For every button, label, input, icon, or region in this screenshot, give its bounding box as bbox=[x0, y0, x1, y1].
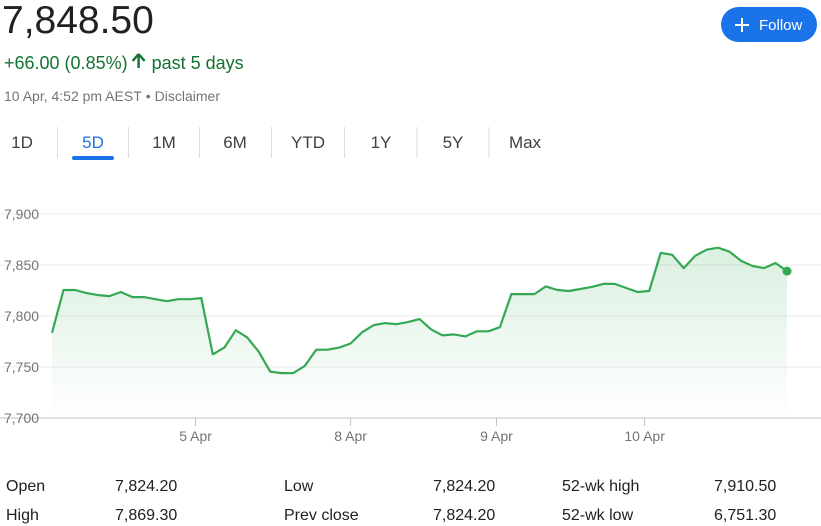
y-tick-label: 7,800 bbox=[4, 308, 39, 324]
change: +66.00 (0.85%) bbox=[4, 53, 128, 73]
x-tick-label: 5 Apr bbox=[179, 428, 212, 444]
tab[interactable]: 5D bbox=[82, 133, 104, 152]
range-tabs: 1D 5D 1M 6M YTD 1Y 5Y Max bbox=[11, 127, 542, 160]
last-point bbox=[782, 266, 792, 276]
y-tick-label: 7,900 bbox=[4, 206, 39, 222]
follow-button-bg bbox=[721, 7, 817, 42]
x-tick-label: 9 Apr bbox=[480, 428, 513, 444]
tab[interactable]: YTD bbox=[291, 133, 325, 152]
stat-label: Prev close bbox=[284, 507, 359, 524]
timestamp: 10 Apr, 4:52 pm AEST bbox=[4, 88, 142, 104]
stat-value: 7,910.50 bbox=[714, 478, 776, 495]
period: past 5 days bbox=[152, 53, 244, 73]
tab[interactable]: 5Y bbox=[443, 133, 464, 152]
follow-label: Follow bbox=[759, 17, 803, 34]
x-tick-label: 8 Apr bbox=[334, 428, 367, 444]
y-tick-label: 7,750 bbox=[4, 359, 39, 375]
tab[interactable]: 6M bbox=[223, 133, 247, 152]
stat-value: 7,824.20 bbox=[433, 507, 495, 524]
plus-icon bbox=[735, 18, 749, 32]
stat-value: 7,869.30 bbox=[115, 507, 177, 524]
tab[interactable]: 1M bbox=[152, 133, 176, 152]
y-tick-label: 7,700 bbox=[4, 410, 39, 426]
tab[interactable]: 1D bbox=[11, 133, 33, 152]
price: 7,848.50 bbox=[2, 0, 154, 42]
stat-label: 52-wk low bbox=[562, 507, 634, 524]
tab[interactable]: Max bbox=[509, 133, 542, 152]
y-tick-label: 7,850 bbox=[4, 257, 39, 273]
stats: Open 7,824.20 Low 7,824.20 52-wk high 7,910.5… bbox=[6, 478, 776, 524]
tab-indicator bbox=[72, 156, 114, 160]
stat-label: High bbox=[6, 507, 39, 524]
stat-label: Open bbox=[6, 478, 45, 495]
area bbox=[52, 247, 788, 418]
stat-value: 6,751.30 bbox=[714, 507, 776, 524]
disclaimer-link[interactable]: Disclaimer bbox=[155, 88, 221, 104]
separator: • bbox=[146, 88, 151, 104]
tab[interactable]: 1Y bbox=[371, 133, 392, 152]
stat-label: Low bbox=[284, 478, 314, 495]
x-tick-label: 10 Apr bbox=[624, 428, 665, 444]
stat-label: 52-wk high bbox=[562, 478, 639, 495]
follow-button[interactable]: Follow bbox=[721, 7, 817, 42]
stat-value: 7,824.20 bbox=[433, 478, 495, 495]
price-line bbox=[50, 246, 788, 375]
stat-value: 7,824.20 bbox=[115, 478, 177, 495]
up-arrow bbox=[131, 53, 146, 68]
chart: 7,700 7,750 7,800 7,850 7,900 5 Apr 8 Apr 9 Apr… bbox=[0, 206, 821, 444]
